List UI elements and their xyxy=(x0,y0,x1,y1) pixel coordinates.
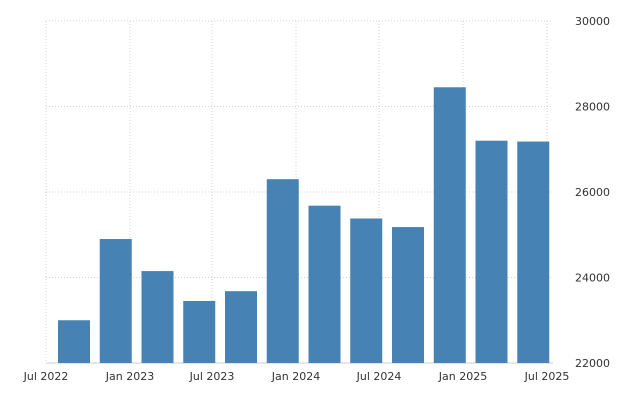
x-tick-label: Jul 2025 xyxy=(524,370,570,383)
bars xyxy=(58,87,550,363)
bar-jan-2025 xyxy=(433,87,466,363)
y-tick-label: 22000 xyxy=(575,357,610,370)
bar-oct-2024 xyxy=(392,227,424,363)
x-tick-label: Jul 2024 xyxy=(356,370,402,383)
y-tick-label: 28000 xyxy=(575,101,610,114)
x-tick-label: Jan 2023 xyxy=(105,370,154,383)
bar-jul-2025 xyxy=(517,141,550,363)
x-tick-label: Jan 2025 xyxy=(438,370,487,383)
bar-oct-2022 xyxy=(58,320,90,363)
y-tick-label: 24000 xyxy=(575,272,610,285)
x-tick-label: Jan 2024 xyxy=(271,370,320,383)
x-tick-label: Jul 2023 xyxy=(189,370,235,383)
bar-apr-2023 xyxy=(141,271,174,363)
y-tick-label: 26000 xyxy=(575,186,610,199)
bar-jan-2024 xyxy=(266,179,299,363)
y-axis-ticks: 22000 24000 26000 28000 30000 xyxy=(575,15,610,370)
x-tick-label: Jul 2022 xyxy=(23,370,69,383)
bar-oct-2023 xyxy=(225,291,257,363)
bar-apr-2024 xyxy=(308,205,341,363)
bar-apr-2025 xyxy=(475,140,508,363)
y-tick-label: 30000 xyxy=(575,15,610,28)
x-axis-ticks: Jul 2022 Jan 2023 Jul 2023 Jan 2024 Jul 2024… xyxy=(23,370,570,383)
bar-jan-2023 xyxy=(99,239,132,363)
bar-jul-2023 xyxy=(183,301,216,363)
bar-jul-2024 xyxy=(350,218,383,363)
